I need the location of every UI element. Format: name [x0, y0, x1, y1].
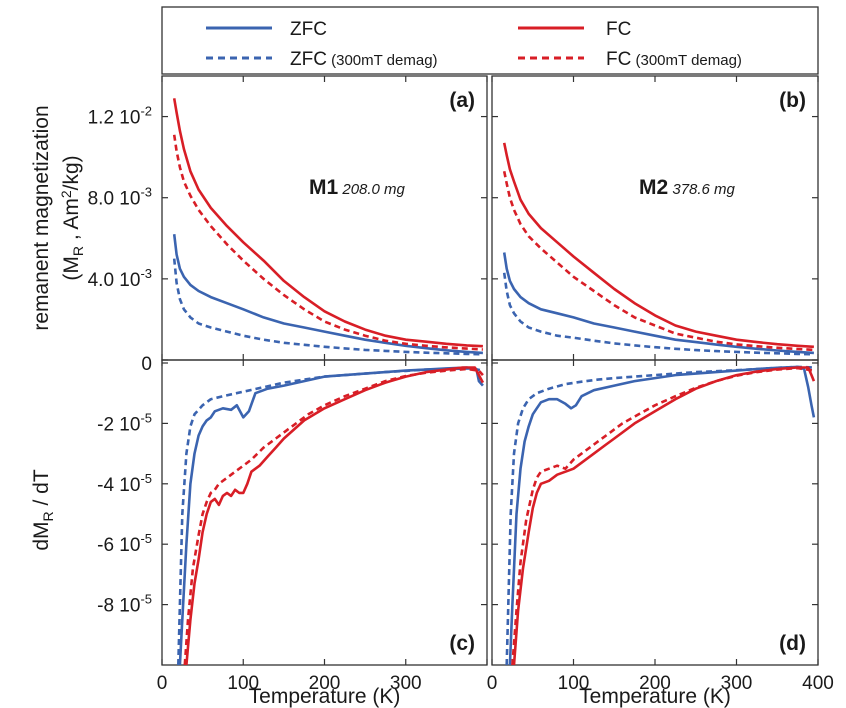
xtick-label: 0: [157, 673, 168, 694]
legend-box: [161, 6, 819, 75]
ytick-label-bottom: -4 10-5: [97, 471, 152, 496]
series-b-ZFC: [502, 252, 814, 355]
series-a-FC: [172, 98, 483, 348]
panel-label-d: (d): [779, 632, 806, 655]
series-b-FC_demag: [502, 171, 814, 352]
series-c-ZFC: [178, 366, 484, 665]
xtick-label: 200: [639, 673, 671, 694]
panel-frame-a: [161, 75, 488, 361]
series-b-FC: [502, 142, 814, 349]
sample-annotation-b: M2 378.6 mg: [639, 176, 736, 199]
x-axis-title: Temperature (K): [579, 685, 731, 708]
ytick-label-bottom: 0: [141, 354, 152, 375]
xtick-label: 200: [309, 673, 341, 694]
panel-a: (a) M1 208.0 mg: [161, 75, 488, 361]
series-a-ZFC_demag: [172, 258, 483, 356]
series-d-FC_demag: [511, 366, 815, 665]
ytick-label-top: 1.2 10-2: [88, 104, 152, 129]
panel-frame-c: [161, 359, 488, 666]
panels: (a) M1 208.0 mg (b) M2 378.6 mg (c) (d): [161, 75, 819, 666]
legend: ZFC ZFC (300mT demag) FC FC (300mT demag): [161, 6, 819, 75]
panel-label-b: (b): [779, 89, 806, 112]
ytick-label-bottom: -6 10-5: [97, 531, 152, 556]
legend-label-FC: FC: [606, 19, 631, 40]
xtick-label: 300: [390, 673, 422, 694]
legend-label-FC_demag: FC (300mT demag): [606, 49, 742, 70]
xtick-label: 300: [721, 673, 753, 694]
series-c-FC_demag: [183, 367, 484, 665]
panel-d: (d): [491, 359, 819, 666]
x-axis-title: Temperature (K): [249, 685, 401, 708]
panel-label-a: (a): [449, 89, 475, 112]
legend-label-ZFC_demag: ZFC (300mT demag): [290, 49, 438, 70]
series-c-ZFC_demag: [177, 367, 484, 665]
y-axis-title-bottom: dMR / dT: [30, 469, 56, 550]
ytick-label-top: 4.0 10-3: [88, 266, 152, 291]
sample-annotation-a: M1 208.0 mg: [309, 176, 406, 199]
panel-c: (c): [161, 359, 488, 666]
panel-label-c: (c): [449, 632, 475, 655]
y-axis-title-top-line1: remanent magnetization: [30, 105, 53, 330]
xtick-label: 400: [802, 673, 834, 694]
series-a-FC_demag: [172, 134, 483, 351]
series-d-FC: [512, 366, 816, 665]
ytick-label-bottom: -2 10-5: [97, 410, 152, 435]
xtick-label: 100: [558, 673, 590, 694]
ytick-label-top: 8.0 10-3: [88, 185, 152, 210]
series-c-FC: [185, 366, 485, 665]
series-a-ZFC: [172, 234, 483, 355]
y-axis-title-top-line2: (MR , Am2/kg): [58, 155, 86, 280]
series-d-ZFC_demag: [505, 365, 814, 665]
ytick-label-bottom: -8 10-5: [97, 592, 152, 617]
xtick-label: 0: [487, 673, 498, 694]
series-d-ZFC: [508, 365, 816, 665]
series-b-ZFC_demag: [502, 272, 814, 356]
xtick-label: 100: [227, 673, 259, 694]
panel-b: (b) M2 378.6 mg: [491, 75, 819, 361]
legend-label-ZFC: ZFC: [290, 19, 327, 40]
panel-frame-b: [491, 75, 819, 361]
